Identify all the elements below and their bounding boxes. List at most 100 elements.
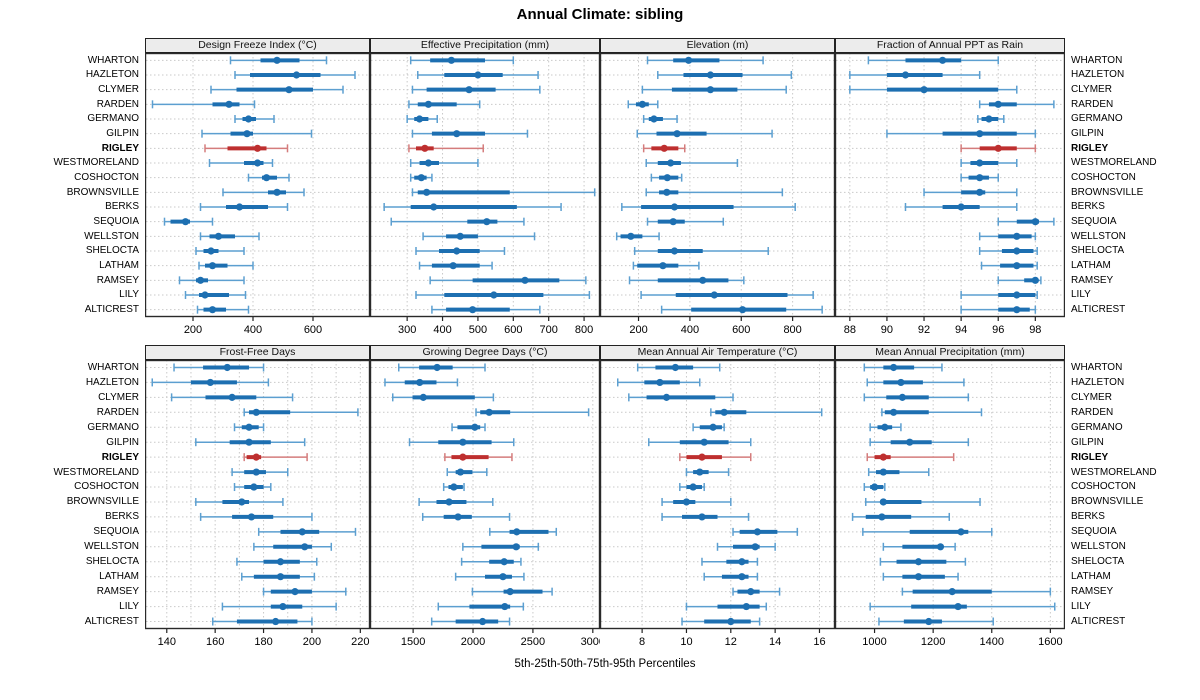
median-dot <box>456 468 465 476</box>
percentile-row-rigley <box>960 144 1037 153</box>
median-dot <box>483 218 491 226</box>
axis-tick-label: 10 <box>680 636 692 648</box>
percentile-row-germano <box>642 115 678 123</box>
percentile-row-wellston <box>882 542 956 551</box>
station-label-westmoreland: WESTMORELAND <box>1071 466 1157 478</box>
station-labels-right-top: WHARTON HAZLETON CLYMER RARDEN GERMANO GILPIN… <box>1065 38 1200 317</box>
percentile-row-hazleton <box>849 71 981 79</box>
station-label-alticrest: ALTICREST <box>84 303 139 315</box>
percentile-row-berks <box>661 512 750 521</box>
percentile-row-wharton <box>863 363 943 372</box>
station-label-alticrest: ALTICREST <box>1071 615 1126 627</box>
axis-tick-label: 16 <box>813 636 825 648</box>
panel-elevation-m-: Elevation (m) 200 400 600 800 <box>600 38 835 341</box>
median-dot <box>627 232 635 240</box>
median-dot <box>669 218 677 226</box>
median-dot <box>920 86 928 94</box>
percentile-row-westmoreland <box>446 468 488 477</box>
panel-title: Growing Degree Days (°C) <box>370 345 600 360</box>
axis-tick-label: 14 <box>769 636 781 648</box>
median-dot <box>667 159 675 167</box>
station-label-hazleton: HAZLETON <box>1071 376 1125 388</box>
percentile-row-gilpin <box>201 129 313 138</box>
percentile-row-coshocton <box>233 483 272 492</box>
station-label-brownsville: BROWNSVILLE <box>66 496 139 508</box>
station-label-alticrest: ALTICREST <box>1071 303 1126 315</box>
percentile-row-rigley <box>679 453 752 462</box>
median-dot <box>285 86 293 94</box>
percentile-caption: 5th-25th-50th-75th-95th Percentiles <box>514 658 696 670</box>
median-dot <box>235 203 244 211</box>
percentile-row-latham <box>241 572 316 581</box>
percentile-row-wellston <box>716 542 776 551</box>
station-label-ramsey: RAMSEY <box>96 586 139 598</box>
median-dot <box>662 393 671 401</box>
panel-plot: 88 90 92 94 96 98 <box>835 53 1065 336</box>
station-label-coshocton: COSHOCTON <box>74 481 139 493</box>
median-dot <box>453 130 461 138</box>
percentile-row-shelocta <box>978 247 1038 255</box>
axis-tick-label: 3000 <box>581 636 600 648</box>
station-label-shelocta: SHELOCTA <box>85 556 139 568</box>
median-dot <box>421 144 429 152</box>
percentile-row-clymer <box>628 393 734 402</box>
station-labels-right-bottom: WHARTON HAZLETON CLYMER RARDEN GERMANO GILPIN… <box>1065 345 1200 629</box>
median-dot <box>879 453 887 461</box>
median-dot <box>245 438 253 446</box>
median-dot <box>1013 262 1021 270</box>
percentile-row-gilpin <box>648 438 752 447</box>
axis-tick-label: 2500 <box>521 636 545 648</box>
station-label-ramsey: RAMSEY <box>96 274 139 286</box>
median-dot <box>273 188 281 196</box>
axis-tick-label: 600 <box>304 324 322 336</box>
percentile-row-berks <box>199 203 289 211</box>
axis-tick-label: 160 <box>206 636 224 648</box>
percentile-row-latham <box>418 261 493 270</box>
panel-title: Effective Precipitation (mm) <box>370 38 600 53</box>
median-dot <box>742 602 750 611</box>
percentile-row-wellston <box>422 232 536 241</box>
axis-tick-label: 1400 <box>980 636 1004 648</box>
axis-tick-label: 92 <box>918 324 930 336</box>
panel-plot: 1500 2000 2500 3000 <box>370 360 600 648</box>
percentile-row-rigley <box>866 453 955 462</box>
median-dot <box>738 573 746 581</box>
median-dot <box>459 453 467 461</box>
percentile-row-shelocta <box>879 557 967 566</box>
median-dot <box>948 588 956 596</box>
median-dot <box>279 602 287 611</box>
percentile-row-wharton <box>867 56 999 65</box>
percentile-row-rarden <box>151 100 256 109</box>
median-dot <box>479 617 487 626</box>
percentile-row-rarden <box>475 408 590 417</box>
median-dot <box>252 453 260 461</box>
station-label-lily: LILY <box>119 289 139 301</box>
axis-tick-label: 220 <box>351 636 369 648</box>
median-dot <box>415 115 424 123</box>
median-dot <box>914 573 923 581</box>
median-dot <box>291 588 299 596</box>
panel-plot: 200 400 600 <box>145 53 370 336</box>
panel-mean-annual-air-temperature-c-: Mean Annual Air Temperature (°C) 8 10 12 14 1… <box>600 345 835 653</box>
axis-tick-label: 800 <box>575 324 593 336</box>
station-label-brownsville: BROWNSVILLE <box>1071 496 1144 508</box>
median-dot <box>244 115 253 123</box>
median-dot <box>512 543 520 551</box>
station-label-wellston: WELLSTON <box>1071 230 1126 242</box>
median-dot <box>994 144 1002 152</box>
axis-tick-label: 180 <box>254 636 272 648</box>
median-dot <box>459 438 467 446</box>
percentile-row-clymer <box>641 85 787 94</box>
percentile-row-sequoia <box>390 217 525 226</box>
median-dot <box>201 291 209 299</box>
panel-title: Elevation (m) <box>600 38 835 53</box>
median-dot <box>985 115 993 123</box>
median-dot <box>424 159 432 167</box>
median-dot <box>906 438 914 446</box>
median-dot <box>957 203 965 211</box>
median-dot <box>696 468 704 476</box>
median-dot <box>699 276 707 284</box>
median-dot <box>253 144 262 152</box>
station-label-wellston: WELLSTON <box>1071 541 1126 553</box>
median-dot <box>663 174 671 182</box>
